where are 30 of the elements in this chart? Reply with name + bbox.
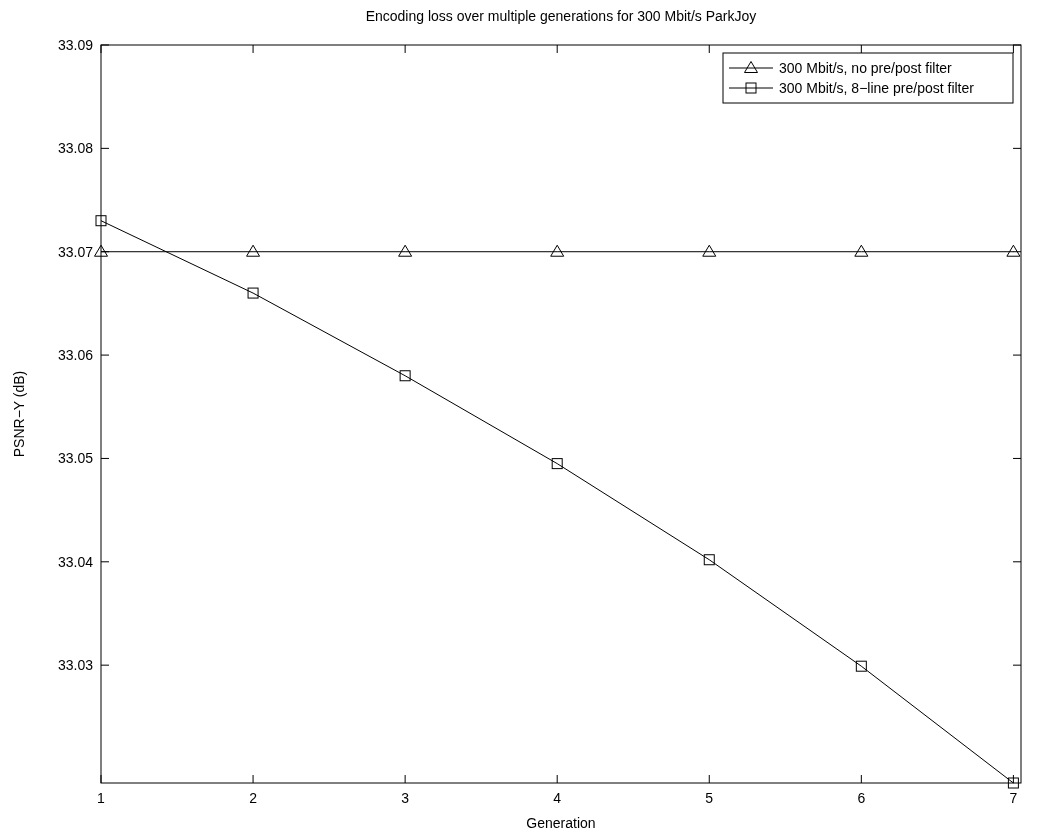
y-tick-label: 33.03: [57, 657, 94, 674]
x-tick-label: 4: [553, 790, 562, 806]
point: [550, 244, 565, 257]
y-tick-label: 33.04: [57, 553, 94, 570]
point: [95, 215, 107, 227]
x-tick-label: 7: [1009, 790, 1018, 806]
x-tick-label: 5: [705, 790, 714, 806]
point: [247, 287, 259, 299]
x-tick-label: 3: [401, 790, 410, 806]
y-tick-label: 33.07: [57, 243, 94, 260]
y-tick-label: 33.08: [57, 140, 94, 157]
point: [398, 244, 413, 257]
x-tick-label: 2: [249, 790, 258, 806]
point: [246, 244, 261, 257]
legend-label: 300 Mbit/s, no pre/post filter: [779, 60, 953, 76]
y-tick-label: 33.06: [57, 347, 94, 364]
point: [399, 370, 411, 382]
chart-title: Encoding loss over multiple generations for 300 Mbit/s ParkJoy: [365, 8, 757, 24]
point: [855, 660, 867, 672]
x-tick-label: 1: [97, 790, 106, 806]
point: [703, 554, 715, 566]
legend-label: 300 Mbit/s, 8−line pre/post filter: [779, 80, 975, 96]
point: [854, 244, 869, 257]
point: [551, 458, 563, 470]
y-axis-title: PSNR−Y (dB): [11, 370, 27, 458]
y-tick-label: 33.05: [57, 450, 94, 467]
y-tick-label: 33.09: [57, 37, 94, 53]
point: [702, 244, 717, 257]
x-tick-label: 6: [857, 790, 866, 806]
x-axis-title: Generation: [526, 815, 596, 831]
